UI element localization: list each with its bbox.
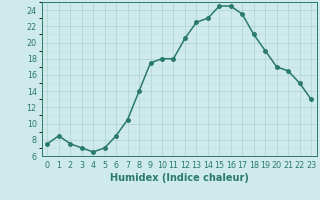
X-axis label: Humidex (Indice chaleur): Humidex (Indice chaleur) [110, 173, 249, 183]
